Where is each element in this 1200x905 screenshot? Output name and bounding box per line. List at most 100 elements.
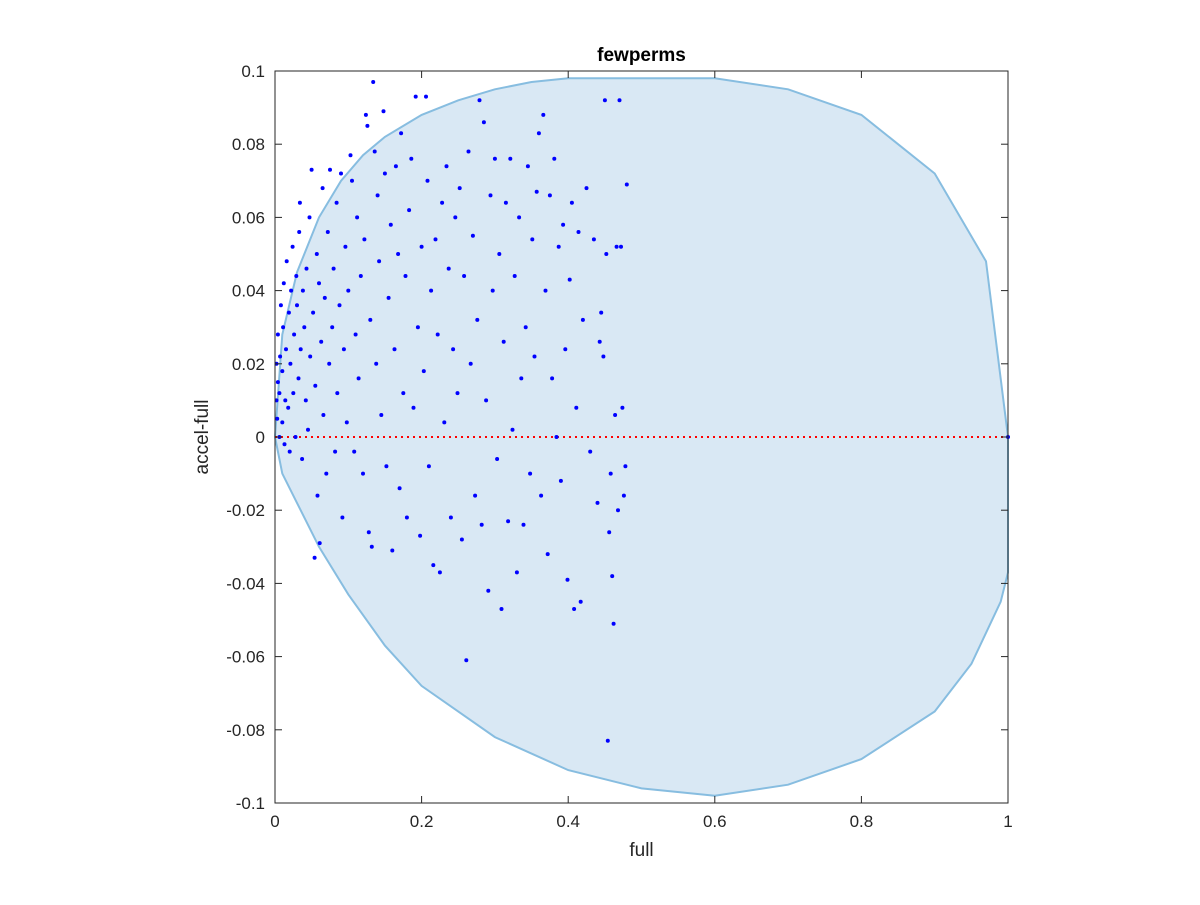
data-point (501, 339, 506, 344)
data-point (275, 416, 280, 421)
y-tick-label: -0.08 (226, 721, 265, 740)
data-point (346, 288, 351, 293)
data-point (317, 281, 321, 286)
data-point (541, 112, 546, 117)
data-point (300, 457, 305, 461)
data-point (442, 420, 447, 425)
data-point (288, 361, 293, 366)
data-point (433, 237, 438, 242)
data-point (617, 98, 622, 103)
data-point (495, 457, 500, 461)
data-point (567, 277, 572, 282)
data-point (280, 369, 285, 374)
data-point (563, 347, 568, 352)
data-point (565, 577, 570, 582)
data-point (291, 391, 296, 396)
data-point (534, 189, 539, 194)
data-point (325, 230, 330, 234)
data-point (599, 310, 604, 315)
data-point (284, 347, 288, 352)
data-point (623, 464, 628, 469)
data-point (580, 317, 585, 322)
data-point (569, 200, 574, 205)
data-point (362, 237, 367, 242)
y-tick-label: -0.06 (226, 648, 265, 667)
data-point (293, 435, 298, 439)
data-point (341, 347, 346, 352)
data-point (539, 493, 544, 498)
data-point (536, 131, 541, 136)
data-point (286, 310, 291, 315)
data-point (339, 171, 343, 176)
data-point (532, 354, 537, 359)
data-point (550, 376, 555, 381)
data-point (340, 515, 345, 520)
data-point (411, 405, 416, 410)
data-point (421, 369, 426, 374)
data-point (280, 420, 285, 425)
data-point (466, 149, 471, 154)
data-point (437, 570, 442, 575)
data-point (404, 515, 409, 520)
data-point (547, 193, 552, 198)
data-point (302, 325, 307, 330)
data-point (275, 380, 280, 385)
data-point (616, 508, 620, 513)
data-point (446, 266, 451, 271)
data-point (304, 266, 309, 271)
data-point (375, 193, 380, 198)
y-tick-label: -0.1 (236, 794, 265, 813)
data-point (601, 354, 606, 359)
data-point (353, 332, 358, 337)
data-point (453, 215, 458, 220)
data-point (608, 471, 613, 476)
data-point (475, 317, 480, 322)
data-point (418, 533, 423, 538)
x-tick-label: 0 (270, 812, 279, 831)
data-point (286, 405, 291, 410)
data-point (328, 167, 332, 172)
data-point (588, 449, 593, 454)
data-point (371, 80, 376, 84)
data-point (584, 186, 589, 191)
ticks-layer: 0 0.2 0.4 0.6 0.8 1 -0.1 -0.08 -0.06 -0.04 -0.02 0 0… (226, 62, 1012, 831)
data-point (506, 519, 511, 524)
data-point (470, 233, 475, 238)
data-point (381, 109, 386, 114)
data-point (578, 599, 583, 604)
data-point (473, 493, 478, 498)
data-point (330, 325, 335, 330)
data-point (605, 738, 610, 743)
data-point (479, 522, 484, 527)
x-tick-label: 0.8 (850, 812, 874, 831)
data-point (366, 530, 371, 535)
data-point (426, 464, 431, 469)
data-point (497, 252, 502, 256)
data-point (413, 94, 418, 99)
data-point (530, 237, 535, 242)
data-point (361, 471, 365, 476)
data-point (486, 588, 491, 593)
data-point (607, 530, 612, 535)
data-point (519, 376, 524, 381)
data-point (294, 274, 299, 278)
data-point (424, 94, 428, 99)
data-point (597, 339, 602, 344)
data-point (368, 317, 373, 322)
data-point (275, 332, 280, 337)
data-point (488, 193, 493, 198)
data-point (576, 230, 581, 234)
data-point (624, 182, 629, 187)
data-point (545, 552, 550, 557)
data-point (386, 295, 391, 300)
data-point (324, 471, 329, 476)
data-point (481, 120, 486, 125)
data-point (333, 449, 338, 454)
data-point (321, 413, 326, 417)
data-point (462, 274, 467, 278)
data-point (514, 570, 519, 575)
data-point (419, 244, 424, 249)
data-point (278, 354, 283, 359)
data-point (403, 274, 408, 278)
data-point (457, 186, 462, 191)
